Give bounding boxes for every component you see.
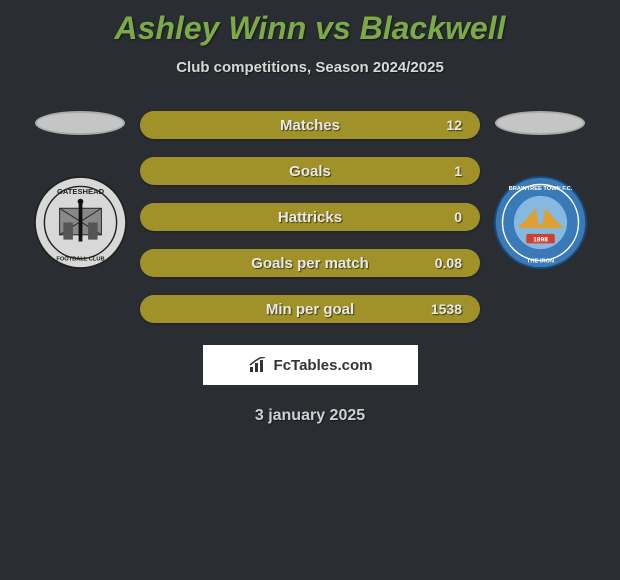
subtitle: Club competitions, Season 2024/2025	[0, 59, 620, 76]
right-club-badge: BRAINTREE TOWN F.C. 1898 THE IRON	[493, 175, 588, 275]
stat-value: 0	[454, 209, 462, 225]
stat-value: 1	[454, 163, 462, 179]
stat-value: 12	[446, 117, 462, 133]
stat-value: 0.08	[435, 255, 462, 271]
braintree-badge-icon: BRAINTREE TOWN F.C. 1898 THE IRON	[493, 175, 588, 270]
stat-label: Goals per match	[140, 255, 480, 272]
footer-date: 3 january 2025	[0, 407, 620, 425]
stat-value: 1538	[431, 301, 462, 317]
stat-bar-goals: Goals 1	[140, 157, 480, 185]
stat-label: Hattricks	[140, 209, 480, 226]
svg-text:1898: 1898	[533, 237, 548, 244]
stats-column: Matches 12 Goals 1 Hattricks 0 Goals per…	[140, 111, 480, 323]
svg-text:GATESHEAD: GATESHEAD	[56, 187, 104, 196]
svg-text:FOOTBALL CLUB: FOOTBALL CLUB	[56, 257, 104, 263]
left-club-column: GATESHEAD FOOTBALL CLUB	[20, 111, 140, 323]
stat-bar-min-per-goal: Min per goal 1538	[140, 295, 480, 323]
branding-box[interactable]: FcTables.com	[203, 345, 418, 385]
stat-label: Matches	[140, 117, 480, 134]
chart-icon	[248, 357, 268, 373]
svg-text:THE IRON: THE IRON	[526, 258, 553, 264]
gateshead-badge-icon: GATESHEAD FOOTBALL CLUB	[33, 175, 128, 270]
svg-text:BRAINTREE TOWN F.C.: BRAINTREE TOWN F.C.	[508, 186, 572, 192]
page-title: Ashley Winn vs Blackwell	[0, 0, 620, 47]
stat-bar-goals-per-match: Goals per match 0.08	[140, 249, 480, 277]
stat-bar-matches: Matches 12	[140, 111, 480, 139]
stat-bar-hattricks: Hattricks 0	[140, 203, 480, 231]
comparison-content: GATESHEAD FOOTBALL CLUB Matches 12 Goals…	[0, 111, 620, 323]
right-club-column: BRAINTREE TOWN F.C. 1898 THE IRON	[480, 111, 600, 323]
left-club-badge: GATESHEAD FOOTBALL CLUB	[33, 175, 128, 275]
stat-label: Goals	[140, 163, 480, 180]
branding-text: FcTables.com	[274, 357, 373, 374]
left-ellipse	[35, 111, 125, 135]
right-ellipse	[495, 111, 585, 135]
stat-label: Min per goal	[140, 301, 480, 318]
